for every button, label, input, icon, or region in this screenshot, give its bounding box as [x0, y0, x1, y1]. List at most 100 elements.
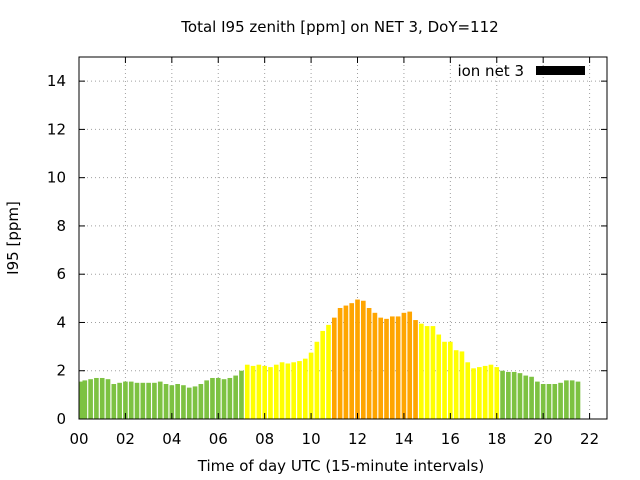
- bar: [401, 312, 407, 419]
- bar: [535, 381, 540, 419]
- bar: [117, 382, 122, 419]
- x-tick-label: 10: [302, 430, 321, 448]
- y-axis-label: I95 [ppm]: [4, 201, 22, 275]
- bar: [395, 316, 401, 419]
- x-tick-label: 18: [487, 430, 506, 448]
- bar: [407, 311, 413, 419]
- bar: [233, 375, 238, 419]
- bar: [355, 299, 360, 419]
- bar: [424, 326, 430, 419]
- y-tick-label: 14: [47, 72, 66, 90]
- bar: [244, 364, 250, 419]
- x-tick-label: 22: [580, 430, 599, 448]
- plot-frame: [78, 56, 608, 420]
- y-tick-label: 0: [56, 410, 66, 428]
- bar: [337, 307, 343, 419]
- bar: [157, 381, 163, 419]
- bar: [558, 382, 563, 419]
- bar: [175, 384, 180, 419]
- y-tick-labels: 0 2 4 6 8 10 12 14: [47, 72, 66, 428]
- bar: [453, 350, 459, 419]
- bar: [448, 341, 453, 419]
- bars: [79, 299, 581, 419]
- bar: [523, 375, 529, 419]
- bar: [442, 341, 447, 419]
- legend: ion net 3: [457, 62, 585, 80]
- bar: [384, 318, 389, 419]
- bar: [94, 377, 99, 419]
- bar: [79, 381, 84, 419]
- bar: [279, 362, 285, 419]
- bar: [186, 387, 192, 419]
- bar: [465, 362, 471, 419]
- bar: [320, 330, 326, 419]
- bar: [204, 380, 209, 419]
- bar: [250, 365, 256, 419]
- x-tick-label: 00: [69, 430, 88, 448]
- bar: [273, 364, 279, 419]
- bar: [436, 334, 442, 419]
- y-tick-label: 10: [47, 169, 66, 187]
- bar: [529, 376, 534, 419]
- bar: [123, 381, 128, 419]
- x-tick-label: 06: [209, 430, 228, 448]
- bar: [378, 317, 384, 419]
- bar: [459, 351, 465, 419]
- y-tick-label: 8: [56, 217, 66, 235]
- x-tick-label: 12: [348, 430, 367, 448]
- bar: [285, 363, 291, 419]
- bar: [488, 364, 494, 419]
- bar: [430, 326, 436, 419]
- y-tick-label: 6: [56, 265, 66, 283]
- bar: [308, 352, 314, 419]
- x-tick-label: 04: [162, 430, 181, 448]
- chart-title: Total I95 zenith [ppm] on NET 3, DoY=112: [180, 18, 498, 36]
- bar: [215, 377, 221, 419]
- bar: [413, 320, 418, 419]
- x-tick-label: 08: [255, 430, 274, 448]
- bar: [546, 384, 552, 419]
- bar: [297, 361, 302, 419]
- bar: [146, 382, 151, 419]
- bar: [302, 358, 308, 419]
- bar: [500, 370, 505, 419]
- x-tick-label: 14: [394, 430, 413, 448]
- bar: [372, 312, 378, 419]
- bar: [128, 381, 134, 419]
- bar: [343, 305, 349, 419]
- bar: [482, 365, 488, 419]
- legend-label: ion net 3: [457, 62, 524, 80]
- bar: [88, 379, 93, 419]
- bar: [268, 367, 273, 419]
- x-tick-label: 16: [441, 430, 460, 448]
- bar: [99, 377, 105, 419]
- axis-ticks: [78, 57, 607, 420]
- bar: [105, 379, 111, 419]
- bar: [360, 300, 366, 419]
- bar: [163, 384, 169, 419]
- bar: [366, 307, 372, 419]
- bar: [169, 385, 175, 419]
- bar: [506, 371, 511, 419]
- bar: [511, 371, 517, 419]
- legend-swatch: [536, 66, 585, 75]
- bar: [389, 316, 395, 419]
- bar: [517, 373, 523, 419]
- bar: [262, 365, 267, 419]
- bar: [291, 362, 297, 419]
- bar: [552, 384, 558, 419]
- bar: [134, 382, 140, 419]
- bar: [569, 380, 575, 419]
- x-tick-label: 20: [534, 430, 553, 448]
- bar: [198, 384, 204, 419]
- grid-lines: [79, 57, 607, 419]
- bar: [181, 385, 186, 419]
- y-tick-label: 12: [47, 120, 66, 138]
- bar: [575, 381, 581, 419]
- bar: [471, 368, 476, 419]
- bar: [140, 382, 146, 419]
- bar: [82, 380, 88, 419]
- bar: [314, 341, 320, 419]
- bar: [349, 303, 355, 419]
- bar: [419, 323, 424, 419]
